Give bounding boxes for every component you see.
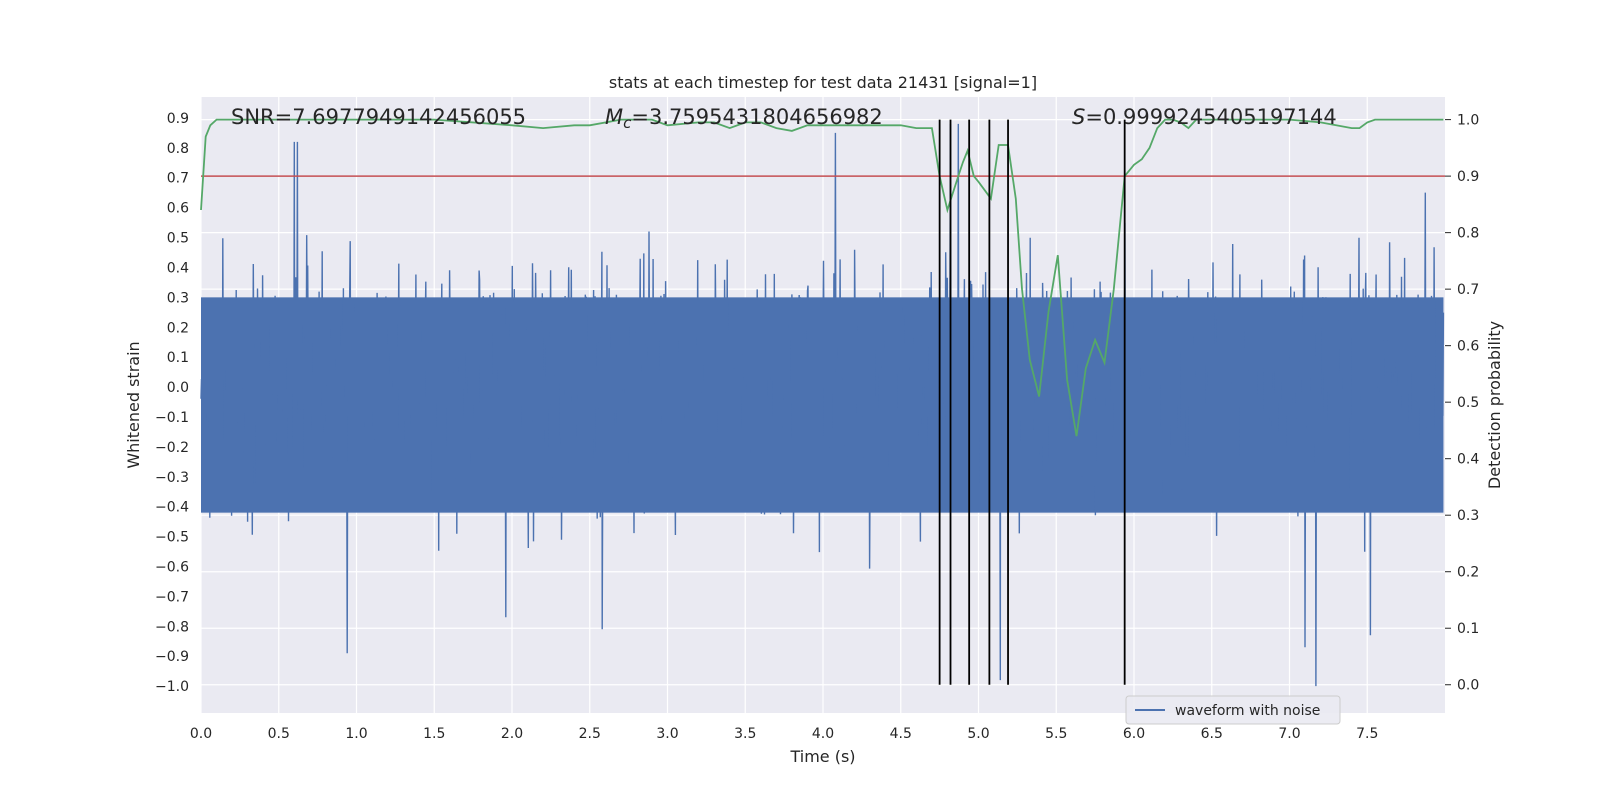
waveform-line bbox=[200, 123, 1445, 687]
vertical-markers bbox=[938, 119, 1126, 685]
probability-line bbox=[200, 118, 1444, 437]
y-right-tick-label: 0.2 bbox=[1457, 565, 1479, 581]
probability-layer bbox=[200, 118, 1445, 437]
y-left-tick-label: −0.9 bbox=[155, 649, 189, 665]
x-tick-label: 4.5 bbox=[890, 726, 912, 742]
legend-label: waveform with noise bbox=[1175, 703, 1320, 719]
s-annotation: S=0.9999245405197144 bbox=[1072, 105, 1337, 129]
legend: waveform with noise bbox=[1125, 695, 1341, 725]
y-left-tick-label: 0.6 bbox=[167, 201, 189, 217]
y-axis-label-left: Whitened strain bbox=[124, 341, 143, 468]
snr-annotation: SNR=7.6977949142456055 bbox=[231, 105, 526, 129]
y-right-tick-label: 0.4 bbox=[1457, 452, 1479, 468]
x-tick-label: 1.0 bbox=[345, 726, 367, 742]
y-left-tick-label: 0.9 bbox=[167, 111, 189, 127]
y-left-tick-label: 0.8 bbox=[167, 141, 189, 157]
x-tick-label: 3.0 bbox=[656, 726, 678, 742]
x-axis-label: Time (s) bbox=[789, 747, 855, 766]
y-left-tick-label: −0.3 bbox=[155, 470, 189, 486]
x-tick-label: 2.5 bbox=[579, 726, 601, 742]
x-tick-label: 4.0 bbox=[812, 726, 834, 742]
y-right-tick-label: 0.6 bbox=[1457, 339, 1479, 355]
y-left-tick-label: 0.0 bbox=[167, 380, 189, 396]
mc-value: =3.7595431804656982 bbox=[631, 105, 882, 129]
y-right-tick-label: 0.9 bbox=[1457, 169, 1479, 185]
tick-labels: 0.0 0.5 1.0 1.5 2.0 2.5 3.0 3.5 4.0 4.5 5.0 5.5 6.0 6… bbox=[155, 111, 1479, 742]
y-left-tick-label: −0.6 bbox=[155, 559, 189, 575]
y-right-tick-label: 1.0 bbox=[1457, 113, 1479, 129]
x-tick-label: 0.5 bbox=[268, 726, 290, 742]
y-right-tick-label: 0.0 bbox=[1457, 678, 1479, 694]
x-tick-label: 5.0 bbox=[967, 726, 989, 742]
y-left-tick-label: 0.2 bbox=[167, 320, 189, 336]
y-left-tick-label: −0.5 bbox=[155, 530, 189, 546]
x-tick-label: 5.5 bbox=[1045, 726, 1067, 742]
y-right-tick-label: 0.5 bbox=[1457, 395, 1479, 411]
x-tick-label: 1.5 bbox=[423, 726, 445, 742]
waveform-series bbox=[200, 123, 1445, 687]
y-left-tick-label: −0.8 bbox=[155, 619, 189, 635]
y-left-tick-label: 0.5 bbox=[167, 231, 189, 247]
y-left-tick-label: 0.4 bbox=[167, 260, 189, 276]
x-tick-label: 6.0 bbox=[1123, 726, 1145, 742]
y-right-tick-label: 0.1 bbox=[1457, 621, 1479, 637]
y-left-tick-label: 0.3 bbox=[167, 290, 189, 306]
y-left-tick-label: 0.1 bbox=[167, 350, 189, 366]
y-right-tick-label: 0.7 bbox=[1457, 282, 1479, 298]
y-right-tick-label: 0.8 bbox=[1457, 226, 1479, 242]
y-left-tick-label: −0.2 bbox=[155, 440, 189, 456]
y-axis-label-right: Detection probability bbox=[1485, 321, 1504, 489]
y-left-tick-label: −0.4 bbox=[155, 500, 189, 516]
s-symbol: S bbox=[1072, 105, 1085, 129]
y-left-tick-label: −1.0 bbox=[155, 679, 189, 695]
x-tick-label: 2.0 bbox=[501, 726, 523, 742]
chart-title: stats at each timestep for test data 214… bbox=[609, 73, 1037, 92]
legend-box bbox=[1125, 695, 1341, 725]
y-left-tick-label: 0.7 bbox=[167, 171, 189, 187]
y-left-tick-label: −0.1 bbox=[155, 410, 189, 426]
x-tick-label: 7.5 bbox=[1356, 726, 1378, 742]
s-value: =0.9999245405197144 bbox=[1085, 105, 1336, 129]
x-tick-label: 0.0 bbox=[190, 726, 212, 742]
y-right-tick-label: 0.3 bbox=[1457, 508, 1479, 524]
x-tick-label: 3.5 bbox=[734, 726, 756, 742]
mc-subscript: c bbox=[623, 114, 632, 132]
y-left-tick-label: −0.7 bbox=[155, 589, 189, 605]
x-tick-label: 6.5 bbox=[1201, 726, 1223, 742]
x-tick-label: 7.0 bbox=[1278, 726, 1300, 742]
chirp-mass-annotation: Mc=3.7595431804656982 bbox=[605, 105, 883, 132]
mc-symbol: M bbox=[605, 105, 623, 129]
